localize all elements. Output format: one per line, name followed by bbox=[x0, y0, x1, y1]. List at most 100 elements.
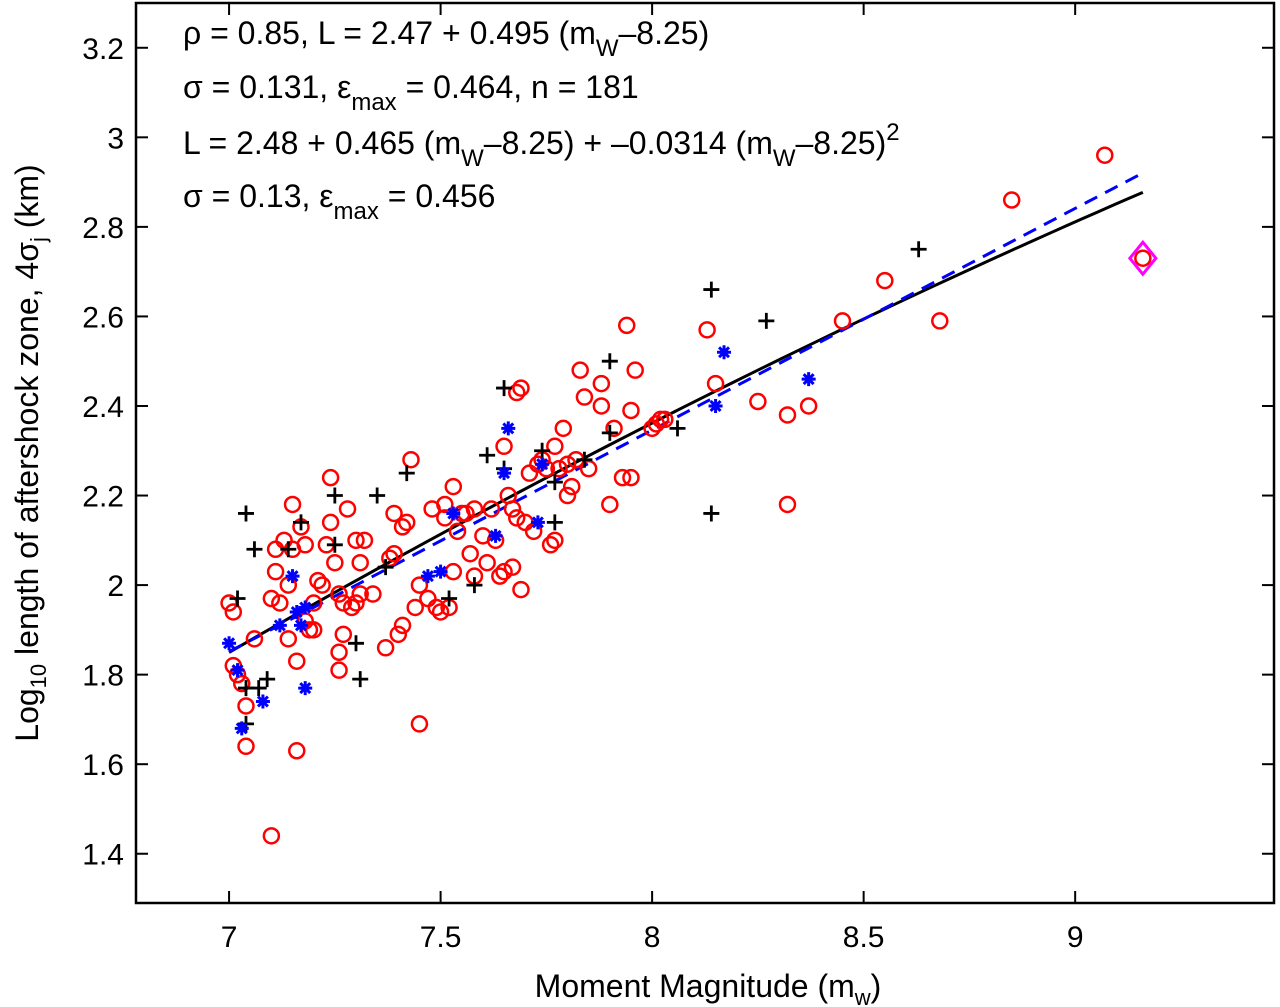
circle-marker bbox=[778, 406, 797, 424]
plus-marker bbox=[546, 514, 563, 531]
plus-marker bbox=[703, 281, 720, 298]
plus-marker bbox=[292, 514, 309, 531]
circle-marker bbox=[385, 504, 403, 523]
circle-marker bbox=[491, 567, 509, 585]
circle-marker bbox=[626, 361, 644, 379]
star-marker bbox=[285, 569, 300, 584]
circle-marker bbox=[461, 544, 479, 563]
circle-marker bbox=[465, 500, 484, 518]
annotation-line-1: ρ = 0.85, L = 2.47 + 0.495 (mW–8.25) bbox=[183, 15, 709, 62]
circle-marker bbox=[656, 410, 674, 429]
circle-marker bbox=[338, 500, 357, 518]
y-tick-label: 2 bbox=[107, 570, 124, 603]
x-axis-title: Moment Magnitude (mw) bbox=[535, 968, 882, 1007]
star-marker bbox=[717, 345, 732, 360]
plus-marker bbox=[601, 353, 618, 370]
circle-marker bbox=[398, 513, 416, 532]
star-marker bbox=[234, 721, 249, 736]
circle-marker bbox=[406, 598, 424, 617]
circle-marker bbox=[512, 379, 530, 397]
plus-marker bbox=[479, 447, 496, 464]
plus-marker bbox=[326, 487, 343, 504]
circle-marker bbox=[931, 312, 949, 330]
circle-marker bbox=[550, 459, 568, 478]
circle-marker bbox=[385, 544, 403, 563]
plus-marker bbox=[546, 474, 563, 491]
circle-marker bbox=[364, 585, 382, 603]
star-marker bbox=[708, 398, 723, 413]
diamond-marker bbox=[1127, 239, 1158, 277]
circle-marker bbox=[296, 536, 314, 554]
circle-marker bbox=[262, 827, 281, 845]
circle-marker bbox=[334, 625, 353, 644]
axis-ticks: 7 7.5 8 8.5 9 1.4 1.6 1.8 2 2.2 2.4 2.6 2.8 3 3.2 bbox=[82, 3, 1274, 954]
star-marker bbox=[222, 636, 237, 651]
circle-marker bbox=[833, 312, 852, 330]
circle-marker bbox=[622, 401, 640, 420]
circle-marker bbox=[592, 397, 611, 415]
circle-marker bbox=[495, 562, 513, 581]
circle-marker bbox=[410, 576, 429, 594]
circle-marker bbox=[605, 419, 623, 438]
plus-marker bbox=[280, 541, 297, 558]
plus-marker bbox=[369, 487, 386, 504]
circle-marker bbox=[326, 553, 344, 572]
circle-marker bbox=[512, 580, 530, 599]
x-tick-label: 8.5 bbox=[843, 921, 885, 954]
circle-marker bbox=[288, 652, 306, 670]
plus-marker bbox=[534, 442, 551, 459]
x-tick-label: 7.5 bbox=[420, 921, 462, 954]
plus-marker bbox=[377, 559, 394, 576]
circle-marker bbox=[245, 630, 264, 648]
circle-marker bbox=[495, 437, 513, 456]
circle-marker bbox=[376, 639, 395, 657]
linear-fit-line bbox=[228, 171, 1144, 654]
data-markers bbox=[220, 146, 1158, 845]
circle-marker bbox=[343, 598, 361, 617]
plus-marker bbox=[347, 635, 364, 652]
circle-marker bbox=[347, 531, 365, 550]
star-marker bbox=[230, 663, 245, 678]
star-marker bbox=[446, 506, 461, 521]
circle-marker bbox=[381, 549, 399, 567]
circle-marker bbox=[237, 737, 255, 756]
y-tick-label: 2.2 bbox=[82, 481, 124, 514]
plus-marker bbox=[466, 577, 483, 594]
circle-marker bbox=[622, 468, 640, 487]
plus-marker bbox=[237, 505, 254, 522]
circle-marker bbox=[613, 468, 632, 487]
circle-marker bbox=[351, 553, 369, 572]
plus-marker bbox=[326, 536, 343, 553]
circle-marker bbox=[507, 509, 526, 527]
plus-marker bbox=[669, 420, 686, 437]
y-tick-label: 1.6 bbox=[82, 749, 124, 782]
circle-marker bbox=[351, 585, 369, 603]
y-tick-label: 1.4 bbox=[82, 839, 124, 872]
circle-marker bbox=[271, 594, 289, 612]
circle-marker bbox=[283, 495, 302, 514]
star-marker bbox=[801, 372, 816, 387]
circle-marker bbox=[546, 437, 564, 456]
circle-marker bbox=[503, 558, 522, 576]
star-marker bbox=[298, 681, 313, 696]
circle-marker bbox=[778, 495, 797, 514]
plus-marker bbox=[398, 465, 415, 482]
y-tick-label: 2.6 bbox=[82, 301, 124, 334]
annotation-line-3: L = 2.48 + 0.465 (mW–8.25) + –0.0314 (mW… bbox=[183, 119, 900, 172]
circle-marker bbox=[749, 392, 767, 411]
circle-marker bbox=[393, 518, 412, 536]
circle-marker bbox=[237, 697, 255, 715]
circle-marker bbox=[503, 500, 522, 518]
circle-marker bbox=[592, 374, 611, 393]
circle-marker bbox=[1134, 249, 1152, 267]
circle-marker bbox=[334, 594, 353, 612]
star-marker bbox=[298, 600, 313, 615]
circle-marker bbox=[347, 594, 365, 612]
plus-marker bbox=[703, 505, 720, 522]
circle-marker bbox=[436, 495, 454, 514]
star-marker bbox=[501, 421, 516, 436]
circle-marker bbox=[393, 616, 412, 635]
circle-marker bbox=[478, 553, 496, 572]
y-axis-title: Log10 length of aftershock zone, 4σj (km… bbox=[9, 164, 51, 741]
